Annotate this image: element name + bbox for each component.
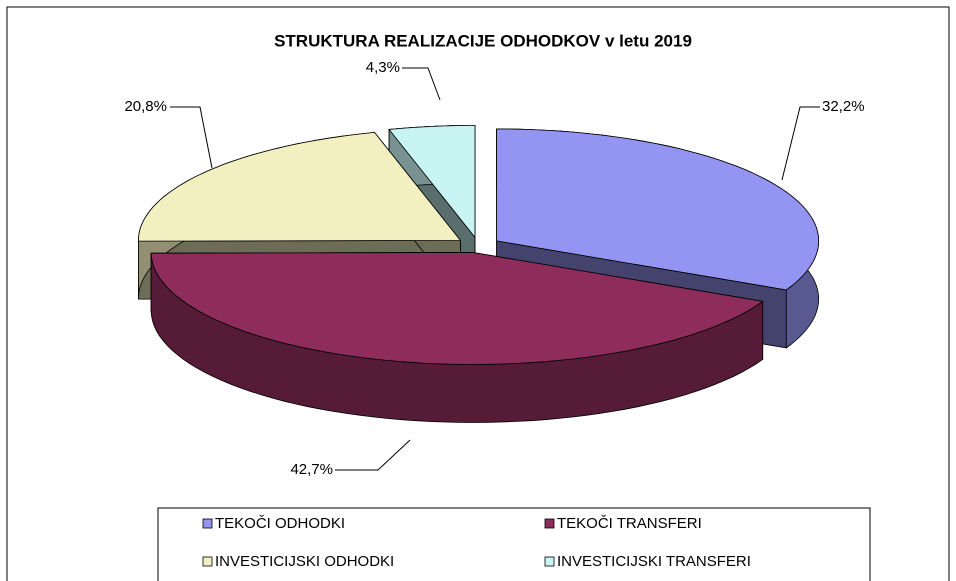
legend-box (157, 507, 871, 581)
data-label: 20,8% (124, 98, 167, 115)
legend-label: INVESTICIJSKI TRANSFERI (557, 553, 751, 570)
slice-top (388, 125, 476, 239)
legend-swatch (544, 556, 555, 567)
legend-label: TEKOČI TRANSFERI (557, 515, 702, 532)
leader-line (781, 106, 820, 181)
slice-top (496, 128, 819, 291)
leader-line (170, 106, 213, 169)
legend-label: TEKOČI ODHODKI (215, 515, 345, 532)
legend-swatch (202, 518, 213, 529)
slice-top (138, 131, 462, 242)
data-label: 42,7% (290, 461, 333, 478)
leader-line (335, 439, 411, 471)
legend-swatch (544, 518, 555, 529)
chart-title: STRUKTURA REALIZACIJE ODHODKOV v letu 20… (274, 31, 692, 50)
slice-top (150, 252, 764, 365)
legend-label: INVESTICIJSKI ODHODKI (215, 553, 394, 570)
legend-swatch (202, 556, 213, 567)
slice (150, 252, 764, 423)
data-label: 32,2% (822, 98, 865, 115)
data-label: 4,3% (366, 59, 400, 76)
leader-line (402, 67, 441, 101)
